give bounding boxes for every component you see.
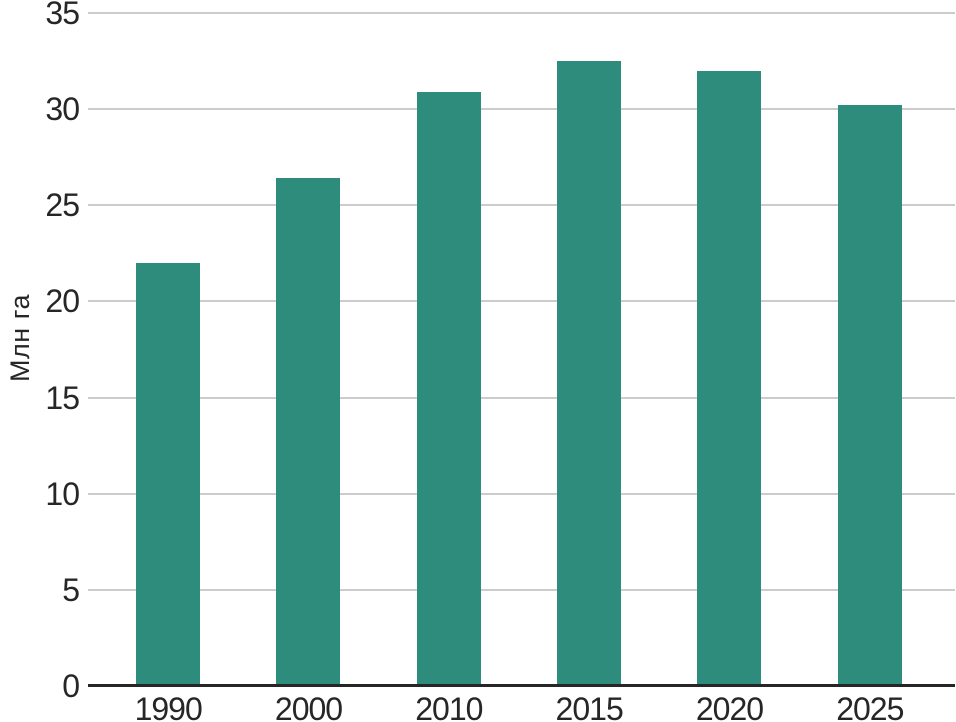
gridline xyxy=(88,492,955,495)
y-tick-label: 0 xyxy=(62,668,80,704)
gridline xyxy=(88,12,955,14)
x-tick-label: 2010 xyxy=(415,691,483,722)
gridline xyxy=(88,108,955,111)
bar-2000 xyxy=(276,178,341,686)
bar-1990 xyxy=(136,262,201,686)
x-axis-ticks: 1990 2000 2010 2015 2020 2025 xyxy=(98,691,940,722)
gridline xyxy=(88,300,955,303)
bar-slot xyxy=(800,13,940,686)
y-axis-ticks: 0 5 10 15 20 25 30 35 xyxy=(0,0,80,704)
bar-2020 xyxy=(697,70,762,686)
plot-area xyxy=(88,12,955,687)
y-tick-label: 15 xyxy=(45,379,80,416)
y-tick-label: 35 xyxy=(45,0,80,31)
gridline xyxy=(88,204,955,207)
bar-slot xyxy=(238,13,378,686)
bar-2025 xyxy=(837,105,902,686)
y-tick-label: 10 xyxy=(45,475,80,512)
gridline xyxy=(88,396,955,399)
x-tick-label: 2020 xyxy=(695,691,764,722)
gridlines xyxy=(88,12,955,686)
x-tick-label: 2025 xyxy=(836,691,904,722)
gridline xyxy=(88,588,955,591)
bar-2010 xyxy=(416,91,481,686)
bar-2015 xyxy=(557,61,622,686)
bar-slot xyxy=(379,13,519,686)
x-axis-line xyxy=(88,684,955,687)
y-tick-label: 20 xyxy=(45,283,80,320)
bar-slot xyxy=(519,13,659,686)
y-tick-label: 25 xyxy=(45,187,80,224)
y-tick-label: 30 xyxy=(45,91,80,128)
bar-slot xyxy=(98,13,238,686)
bar-slot xyxy=(659,13,799,686)
y-tick-label: 5 xyxy=(62,571,80,608)
x-tick-label: 1990 xyxy=(134,691,203,722)
x-tick-label: 2015 xyxy=(555,691,624,722)
bars xyxy=(98,13,940,686)
x-tick-label: 2000 xyxy=(274,691,343,722)
